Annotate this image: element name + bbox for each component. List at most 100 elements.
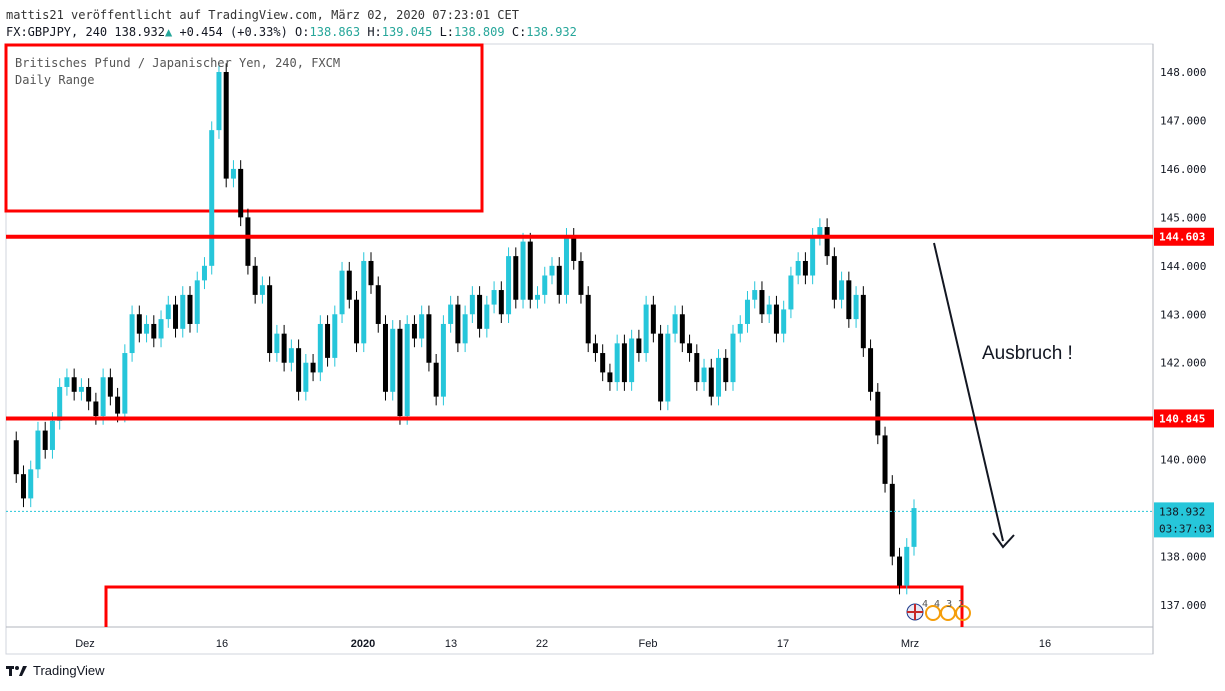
footer-brand[interactable]: TradingView bbox=[6, 663, 105, 678]
candle-body bbox=[549, 265, 555, 276]
candle-body bbox=[230, 168, 236, 179]
candle-body bbox=[404, 323, 410, 417]
level-tag-label: 140.845 bbox=[1159, 412, 1205, 425]
horizontal-levels[interactable]: 144.603 140.845 bbox=[6, 227, 1214, 428]
candle-body bbox=[897, 556, 903, 586]
y-tick-label: 143.000 bbox=[1160, 308, 1206, 321]
candle-body bbox=[600, 353, 606, 373]
candle-body bbox=[607, 372, 613, 383]
y-tick-label: 147.000 bbox=[1160, 114, 1206, 127]
candle-body bbox=[57, 386, 63, 421]
daily-range-box-top[interactable] bbox=[4, 43, 484, 213]
candle-body bbox=[795, 260, 801, 276]
x-tick-label: Dez bbox=[75, 638, 95, 650]
candle-body bbox=[723, 357, 729, 383]
candle-body bbox=[339, 270, 345, 315]
candle-body bbox=[194, 280, 200, 324]
candle-body bbox=[636, 338, 642, 354]
level-tag bbox=[1154, 227, 1214, 246]
candle-body bbox=[752, 290, 758, 300]
candle-body bbox=[484, 304, 490, 329]
event-icon[interactable] bbox=[955, 605, 971, 621]
daily-range-box-bottom[interactable] bbox=[104, 585, 964, 627]
current-price: 138.932 03:37:03 bbox=[6, 502, 1214, 538]
candle-body bbox=[817, 227, 823, 237]
annotation-ausbruch[interactable]: Ausbruch ! bbox=[982, 343, 1073, 364]
candle-body bbox=[839, 280, 845, 300]
candle-body bbox=[20, 474, 26, 499]
y-tick-label: 144.000 bbox=[1160, 260, 1206, 273]
candle-body bbox=[853, 294, 859, 320]
candle-body bbox=[868, 348, 874, 392]
time-axis[interactable]: Dez 16 2020 13 22 Feb 17 Mrz 16 bbox=[75, 638, 1051, 650]
candle-body bbox=[679, 314, 685, 344]
candle-body bbox=[846, 280, 852, 320]
candle-body bbox=[42, 430, 48, 450]
candle-body bbox=[462, 314, 468, 344]
candle-body bbox=[426, 314, 432, 363]
candle-body bbox=[744, 299, 750, 324]
candle-body bbox=[245, 217, 251, 266]
y-tick-label: 137.000 bbox=[1160, 599, 1206, 612]
price-axis[interactable]: 137.000 138.000 140.000 142.000 143.000 144.0… bbox=[1160, 66, 1206, 612]
candle-body bbox=[238, 168, 244, 218]
x-tick-label: 16 bbox=[1039, 638, 1051, 650]
candle-body bbox=[28, 469, 34, 499]
candle-body bbox=[716, 357, 722, 397]
candle-body bbox=[672, 314, 678, 334]
candle-body bbox=[180, 294, 186, 329]
candle-body bbox=[708, 367, 714, 397]
x-tick-label: Feb bbox=[639, 638, 658, 650]
candle-body bbox=[433, 362, 439, 397]
close-value: 138.932 bbox=[526, 25, 577, 39]
x-tick-label: 17 bbox=[777, 638, 789, 650]
candle-body bbox=[107, 377, 113, 397]
candle-body bbox=[614, 343, 620, 383]
candle-body bbox=[274, 333, 280, 354]
candle-body bbox=[694, 353, 700, 383]
candle-body bbox=[621, 343, 627, 383]
candle-body bbox=[585, 294, 591, 344]
current-price-label: 138.932 bbox=[1159, 505, 1205, 518]
candle-body bbox=[665, 333, 671, 402]
candle-body bbox=[730, 333, 736, 383]
candle-body bbox=[592, 343, 598, 354]
candle-body bbox=[455, 304, 461, 344]
candle-body bbox=[13, 440, 19, 475]
candle-body bbox=[173, 304, 179, 329]
price-change: +0.454 (+0.33%) bbox=[179, 25, 288, 39]
candle-body bbox=[317, 323, 323, 373]
candle-body bbox=[64, 377, 70, 387]
candle-body bbox=[310, 362, 316, 373]
candle-body bbox=[187, 294, 193, 324]
candle-body bbox=[71, 377, 77, 392]
publish-info: mattis21 veröffentlicht auf TradingView.… bbox=[6, 8, 519, 22]
candle-body bbox=[122, 353, 128, 414]
events-badges[interactable]: 4 4 3 2 bbox=[906, 599, 971, 621]
candle-body bbox=[448, 304, 454, 324]
y-tick-label: 148.000 bbox=[1160, 66, 1206, 79]
candle-body bbox=[513, 256, 519, 300]
candle-body bbox=[201, 265, 207, 281]
level-tag-label: 144.603 bbox=[1159, 231, 1205, 244]
candle-body bbox=[86, 386, 92, 402]
chart-pane bbox=[5, 43, 1154, 655]
candle-body bbox=[144, 323, 150, 334]
candle-body bbox=[259, 285, 265, 295]
candle-body bbox=[390, 328, 396, 392]
candle-body bbox=[810, 236, 816, 276]
events-counts: 4 4 3 2 bbox=[922, 599, 964, 610]
candle-body bbox=[802, 260, 808, 276]
candle-body bbox=[411, 323, 417, 339]
candle-body bbox=[267, 285, 273, 354]
candle-body bbox=[346, 270, 352, 300]
candle-body bbox=[556, 265, 562, 295]
arrow-line[interactable] bbox=[933, 242, 1004, 542]
level-tag bbox=[1154, 409, 1214, 428]
candle-body bbox=[658, 333, 664, 402]
candle-body bbox=[332, 314, 338, 358]
candle-body bbox=[165, 304, 171, 320]
current-price-tag bbox=[1154, 502, 1214, 538]
candle-body bbox=[535, 294, 541, 300]
